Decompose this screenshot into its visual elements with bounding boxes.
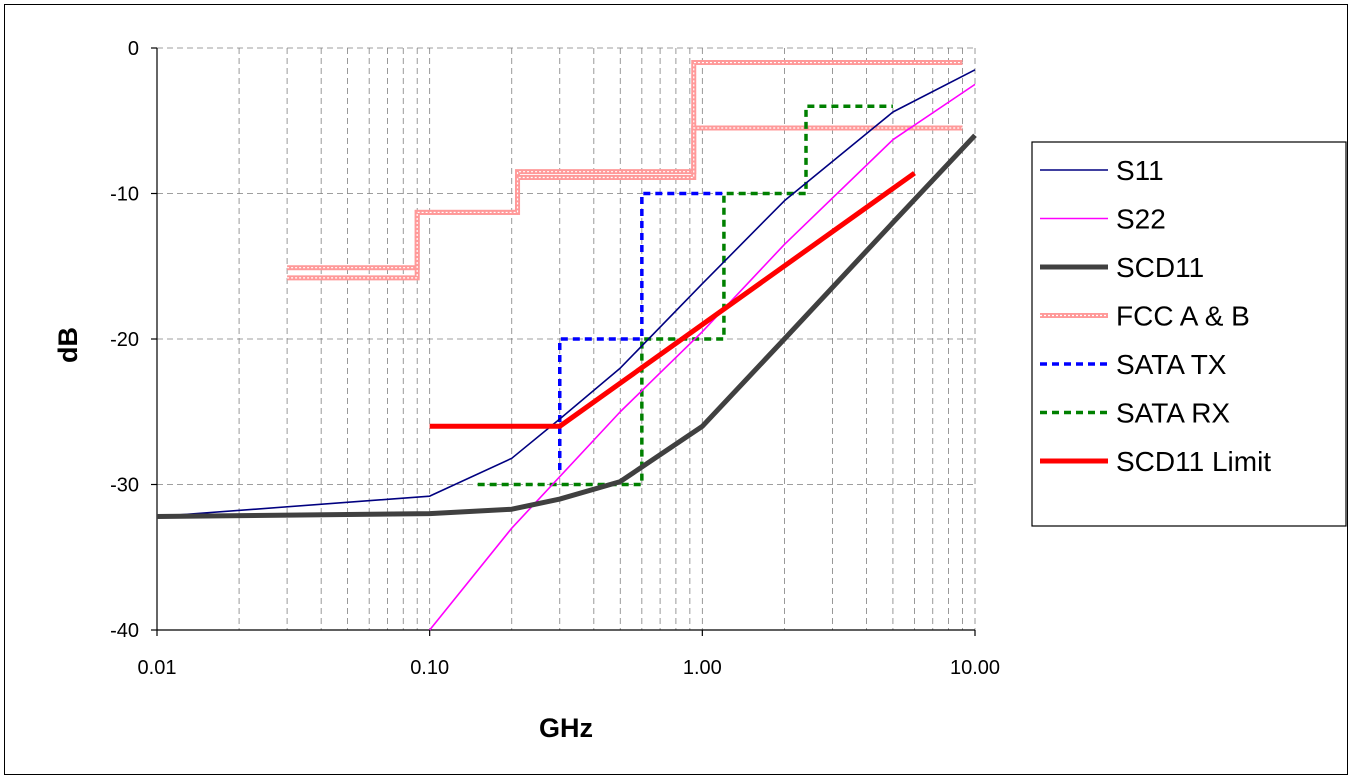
legend-s11-label: S11 bbox=[1116, 155, 1164, 186]
fcc-a-b-line-hatch bbox=[287, 127, 963, 279]
series-layer bbox=[156, 60, 977, 631]
x-tick-label: 1.00 bbox=[683, 657, 722, 679]
y-tick-label: 0 bbox=[128, 38, 139, 60]
y-tick-label: -40 bbox=[110, 620, 139, 642]
scd11-line bbox=[156, 133, 977, 520]
legend-scd11-label: SCD11 bbox=[1116, 252, 1204, 283]
x-tick-label: 10.00 bbox=[950, 657, 1000, 679]
legend: S11 S22 SCD11 FCC A & B SATA TX SATA RX SCD11 … bbox=[1031, 141, 1347, 527]
legend-s22-label: S22 bbox=[1116, 204, 1166, 235]
s11-line bbox=[156, 69, 976, 518]
tick-labels: 0 -10 -20 -30 -40 0.01 0.10 1.00 10.00 bbox=[110, 38, 1000, 679]
y-tick-label: -20 bbox=[110, 329, 139, 351]
line-chart: 0 -10 -20 -30 -40 0.01 0.10 1.00 10.00 GHz dB S1… bbox=[4, 4, 1348, 775]
axes bbox=[151, 47, 976, 636]
x-tick-label: 0.10 bbox=[410, 657, 449, 679]
x-axis-title: GHz bbox=[539, 713, 593, 743]
fcc-a-b-line-hatch bbox=[287, 61, 963, 269]
x-tick-label: 0.01 bbox=[138, 657, 177, 679]
legend-scd11-limit-label: SCD11 Limit bbox=[1116, 446, 1271, 477]
s22-line bbox=[429, 83, 976, 631]
legend-fcc-a-b-label: FCC A & B bbox=[1116, 301, 1250, 332]
y-tick-label: -30 bbox=[110, 475, 139, 497]
chart-frame: 0 -10 -20 -30 -40 0.01 0.10 1.00 10.00 GHz dB S1… bbox=[4, 4, 1348, 775]
y-tick-label: -10 bbox=[110, 184, 139, 206]
legend-sata-tx-label: SATA TX bbox=[1116, 349, 1227, 380]
y-axis-title: dB bbox=[53, 327, 83, 363]
scd11-limit-line bbox=[429, 171, 916, 429]
sata-tx-line bbox=[558, 191, 724, 470]
legend-sata-rx-label: SATA RX bbox=[1116, 398, 1230, 429]
